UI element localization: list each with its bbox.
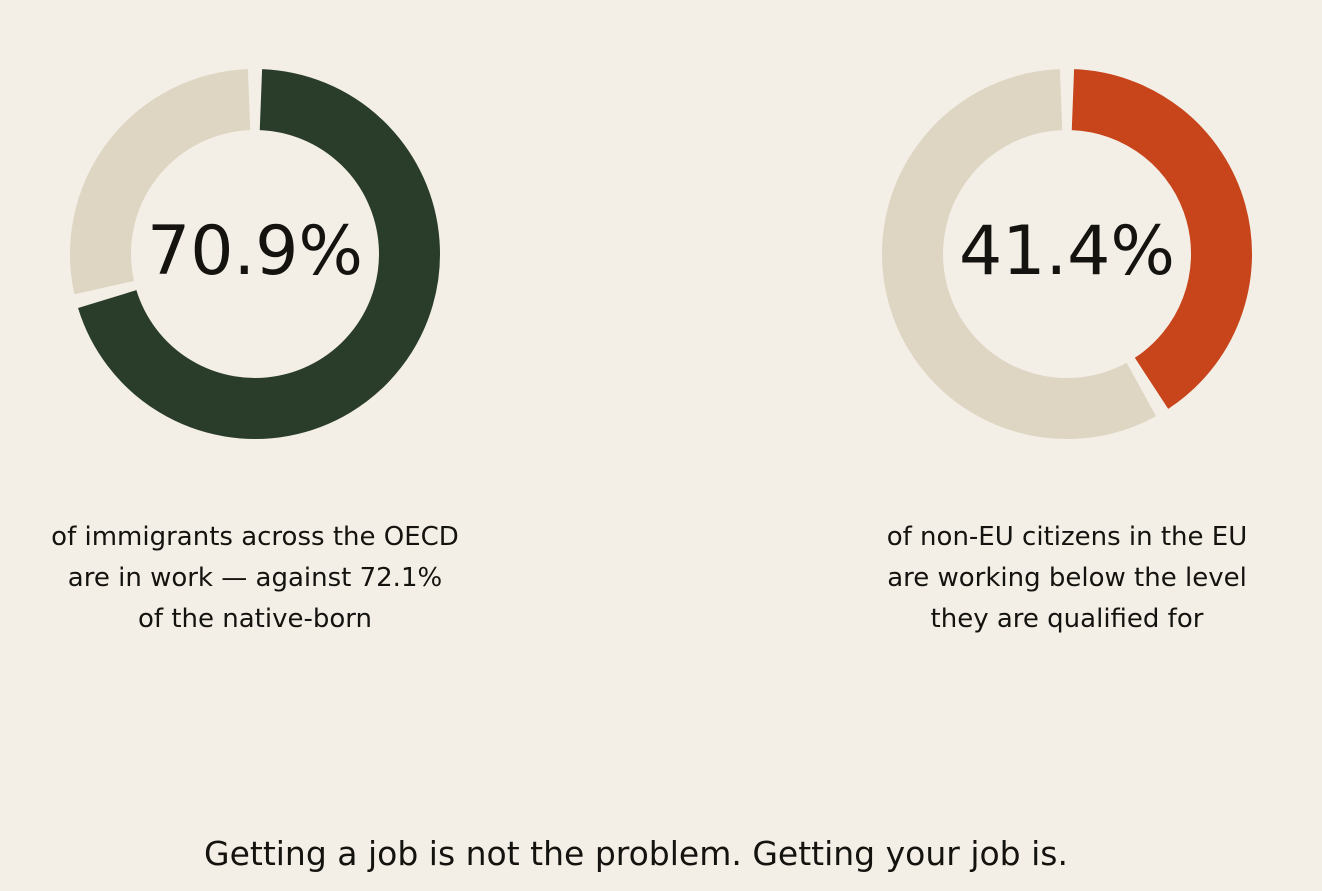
donut-remainder-slice [882, 69, 1156, 439]
chart-panel-immigrants-in-work: 70.9% of immigrants across the OECD are … [5, 0, 505, 700]
caption-line: they are qualified for [930, 604, 1204, 634]
caption-line: of non-EU citizens in the EU [886, 522, 1248, 552]
donut-chart-overqualified [882, 69, 1252, 439]
footer-tagline: Getting a job is not the problem. Gettin… [204, 834, 1068, 873]
caption-immigrants-in-work: of immigrants across the OECD are in wor… [5, 517, 505, 640]
caption-overqualified: of non-EU citizens in the EU are working… [817, 517, 1317, 640]
caption-line: are in work — against 72.1% [67, 563, 443, 593]
donut-chart-immigrants-in-work [70, 69, 440, 439]
caption-line: of immigrants across the OECD [51, 522, 459, 552]
donut-value-slice [1071, 69, 1252, 409]
donut-remainder-slice [70, 69, 251, 295]
caption-line: of the native-born [138, 604, 372, 634]
percent-label-overqualified: 41.4% [958, 212, 1176, 291]
donut-value-slice [78, 69, 440, 439]
caption-line: are working below the level [887, 563, 1247, 593]
percent-label-immigrants-in-work: 70.9% [146, 212, 364, 291]
chart-panel-overqualified: 41.4% of non-EU citizens in the EU are w… [817, 0, 1317, 700]
